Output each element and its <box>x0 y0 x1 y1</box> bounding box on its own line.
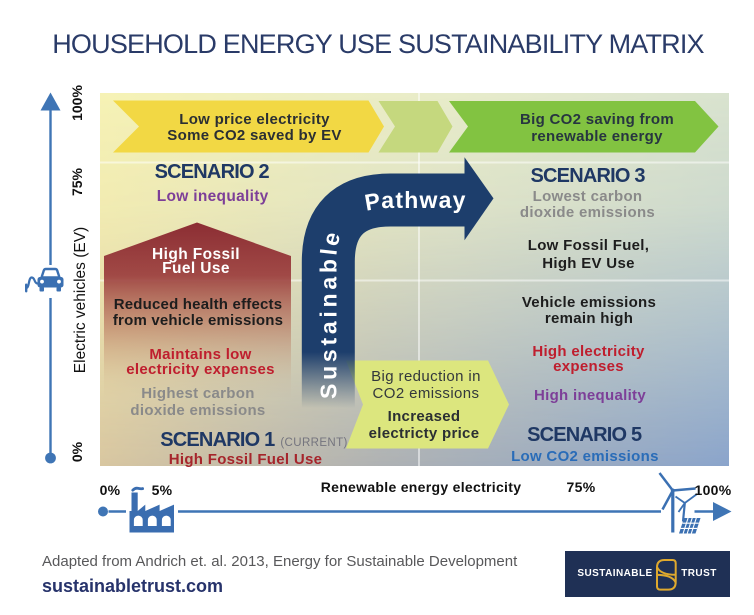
svg-text:Pathway: Pathway <box>363 187 467 216</box>
